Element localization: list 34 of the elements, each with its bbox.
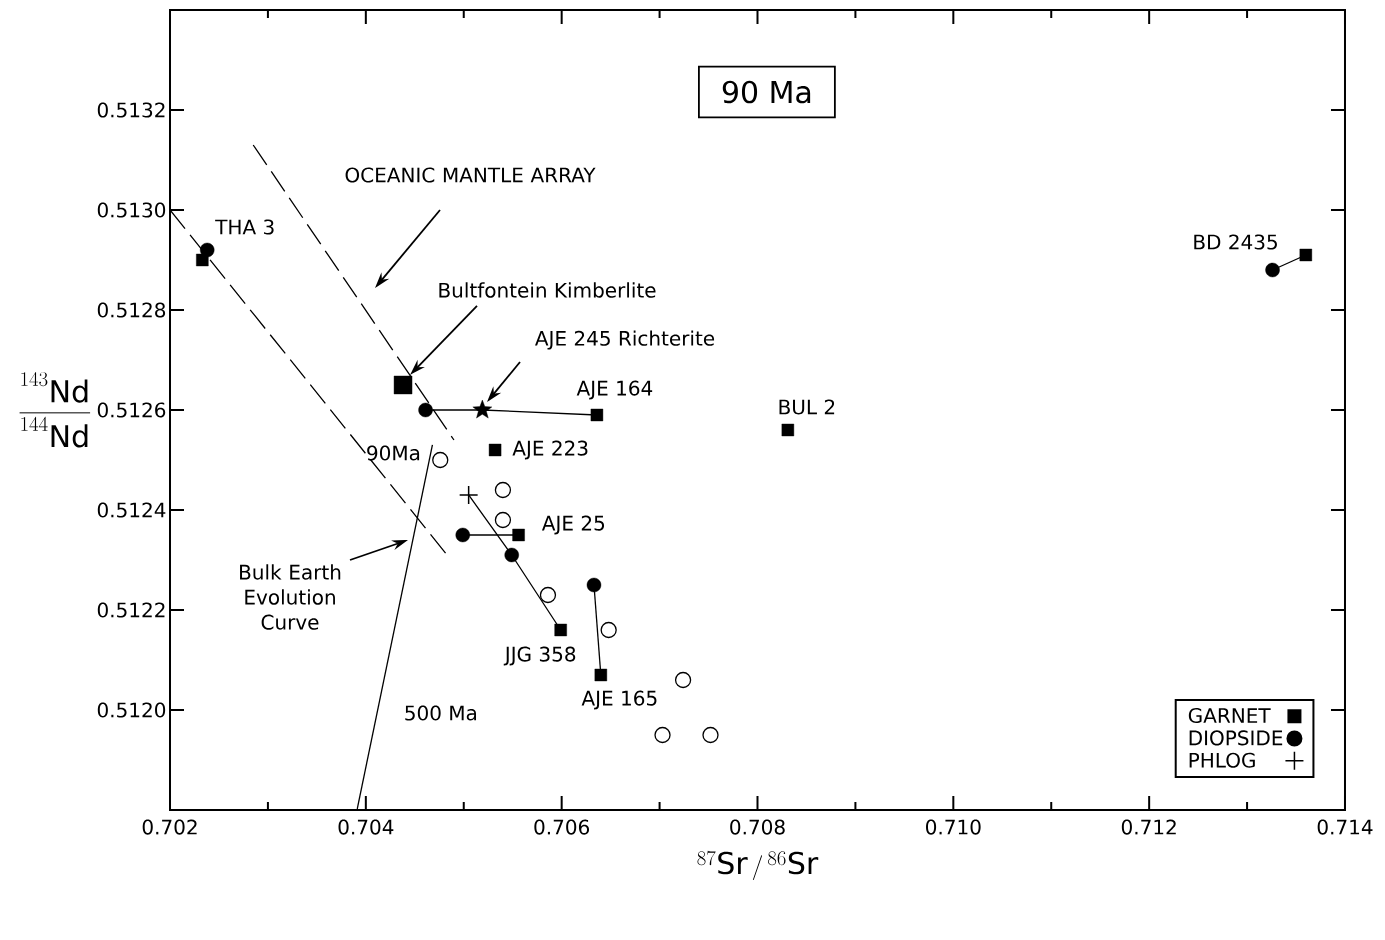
x-axis-title: $^{87}\mathrm{Sr}\,/\,^{86}\mathrm{Sr}$	[697, 850, 819, 881]
y-tick-label: 0.5130	[97, 202, 166, 218]
x-tick-label: 0.704	[338, 819, 394, 835]
annotation: AJE 245 Richterite	[535, 330, 715, 350]
x-tick-label: 0.712	[1121, 819, 1176, 835]
annotation: JJG 358	[503, 646, 576, 666]
y-tick-label: 0.5120	[97, 702, 166, 718]
text: 90 Ma	[722, 80, 811, 104]
annotation: AJE 165	[581, 690, 657, 710]
x-tick-label: 0.708	[730, 819, 785, 835]
annotation: AJE 164	[576, 380, 653, 400]
y-axis-title: $\frac{^{143}\mathrm{Nd}}{^{144}\mathrm{Nd}}$	[19, 371, 91, 448]
annotation: 90Ma	[367, 445, 420, 461]
y-tick-label: 0.5124	[97, 502, 166, 518]
x-tick-label: 0.710	[926, 819, 981, 835]
annotation: OCEANIC MANTLE ARRAY	[345, 167, 596, 183]
legend-label: PHLOG	[1189, 752, 1255, 768]
annotation: BD 2435	[1194, 234, 1277, 250]
legend-label: GARNET	[1188, 707, 1271, 724]
annotation: 500 Ma	[405, 705, 477, 721]
y-tick-label: 0.5128	[97, 302, 166, 318]
x-tick-label: 0.706	[534, 819, 590, 835]
x-tick-label: 0.702	[142, 819, 197, 835]
y-tick-label: 0.5132	[97, 102, 165, 118]
annotation: AJE 223	[512, 440, 588, 460]
legend-label: DIOPSIDE	[1189, 730, 1283, 746]
annotation: AJE 25	[541, 515, 605, 535]
annotation: Bultfontein Kimberlite	[439, 282, 656, 298]
annotation: THA 3	[215, 219, 274, 235]
x-tick-label: 0.714	[1317, 819, 1373, 835]
annotation: Bulk Earth Evolution Curve	[240, 564, 341, 630]
annotation: BUL 2	[779, 399, 835, 415]
y-tick-label: 0.5126	[97, 402, 166, 418]
y-tick-label: 0.5122	[97, 602, 165, 618]
